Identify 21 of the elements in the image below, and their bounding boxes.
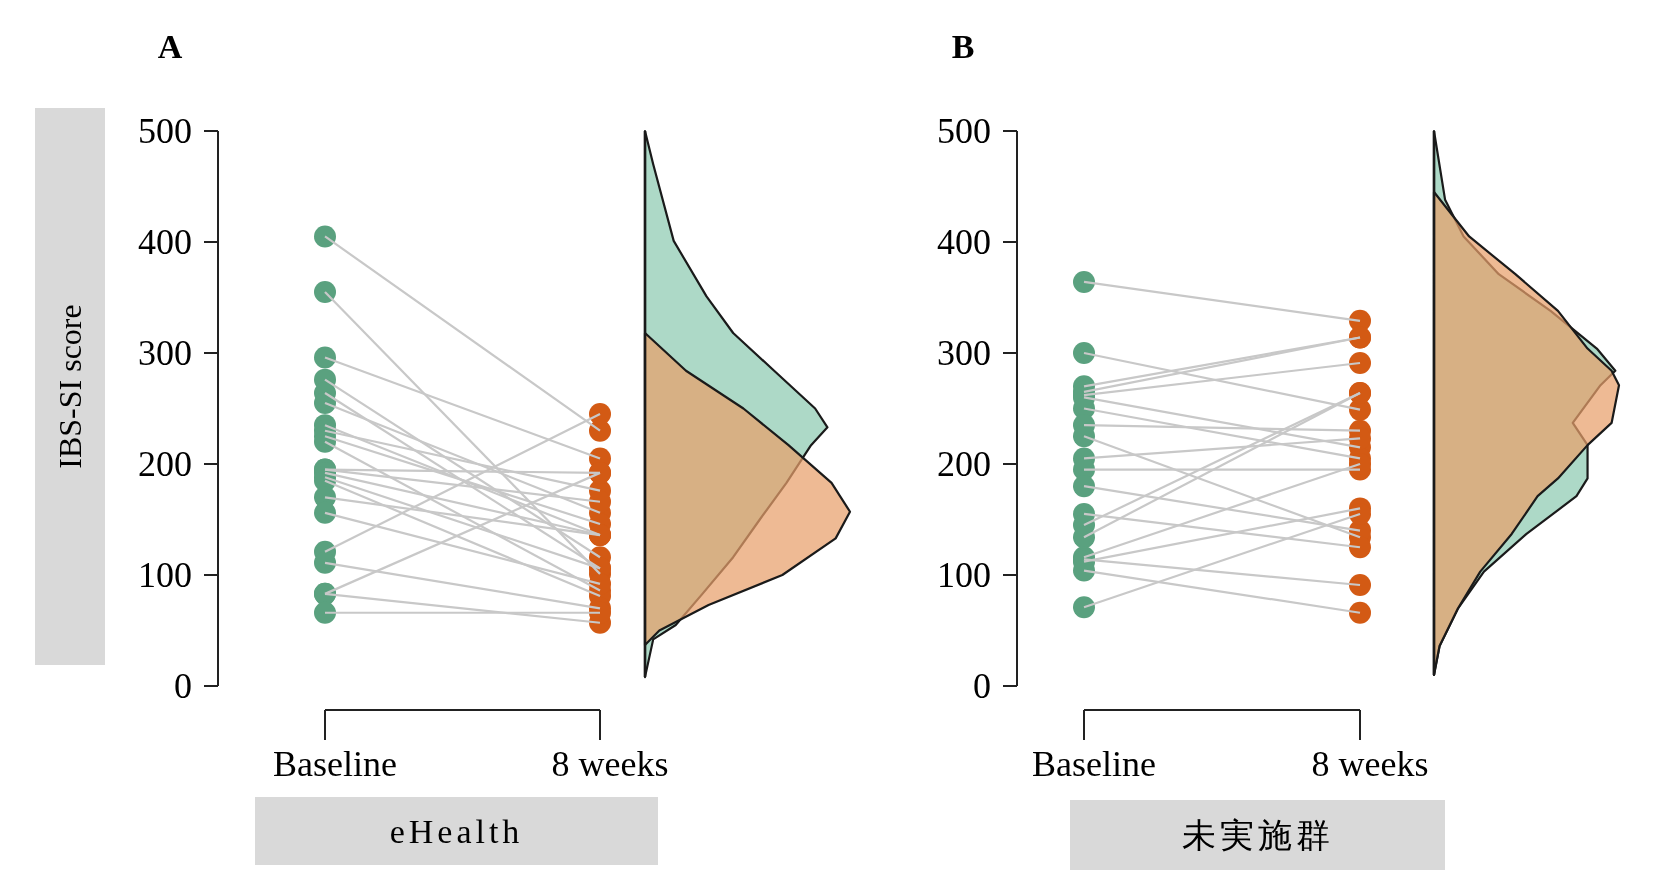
y-axis-title: IBS-SI score: [52, 304, 88, 469]
chart-title: A: [157, 28, 183, 65]
y-tick-label: 200: [937, 444, 991, 484]
x-tick-label: Baseline: [273, 744, 397, 784]
x-tick-label: 8 weeks: [1311, 744, 1429, 784]
y-tick-label: 300: [138, 333, 192, 373]
y-tick-label: 400: [138, 222, 192, 262]
y-tick-label: 300: [937, 333, 991, 373]
chart-title: B: [951, 28, 975, 65]
y-tick-label: 0: [174, 666, 192, 706]
x-tick-label: Baseline: [1032, 744, 1156, 784]
y-tick-label: 500: [138, 111, 192, 151]
x-tick-label: 8 weeks: [551, 744, 669, 784]
x-axis-title: eHealth: [389, 812, 524, 850]
y-tick-label: 400: [937, 222, 991, 262]
y-tick-label: 200: [138, 444, 192, 484]
y-tick-label: 0: [973, 666, 991, 706]
y-tick-label: 100: [937, 555, 991, 595]
y-tick-label: 100: [138, 555, 192, 595]
x-axis-title: 未実施群: [1181, 816, 1334, 854]
y-tick-label: 500: [937, 111, 991, 151]
